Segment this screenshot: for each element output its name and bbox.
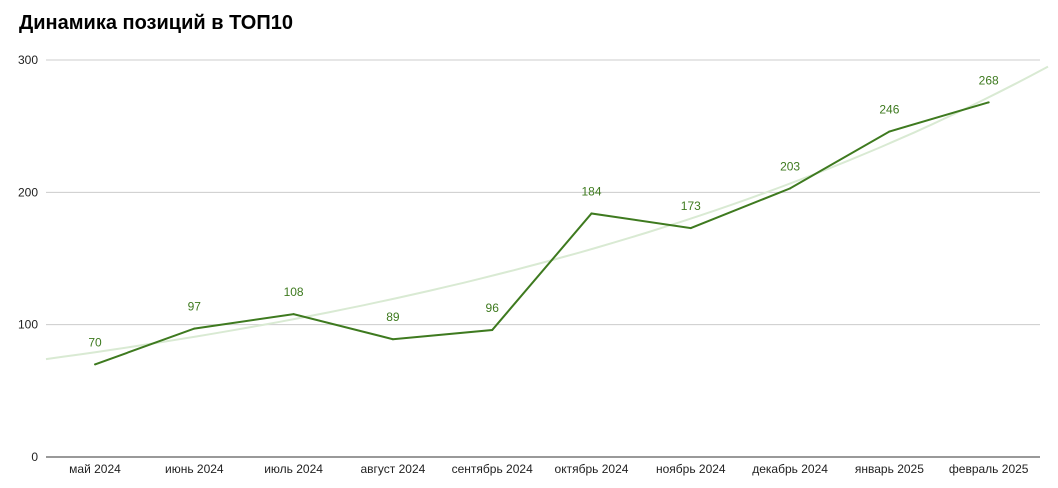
y-tick-label: 200 <box>18 185 38 199</box>
gridlines <box>46 59 1040 326</box>
data-point <box>391 338 394 341</box>
chart-title: Динамика позиций в ТОП10 <box>19 12 293 34</box>
data-label: 108 <box>284 285 304 299</box>
x-tick-label: октябрь 2024 <box>555 462 629 476</box>
data-point <box>292 313 295 316</box>
x-tick-label: сентябрь 2024 <box>452 462 533 476</box>
x-tick-label: май 2024 <box>69 462 121 476</box>
y-axis-ticks: 0 100 200 300 <box>18 53 38 464</box>
series-line <box>94 101 989 366</box>
data-label: 97 <box>188 300 202 314</box>
data-point <box>689 227 692 230</box>
x-tick-label: февраль 2025 <box>949 462 1029 476</box>
data-label: 203 <box>780 159 800 173</box>
data-label: 268 <box>979 73 999 87</box>
x-tick-label: январь 2025 <box>855 462 924 476</box>
y-tick-label: 100 <box>18 318 38 332</box>
x-tick-label: июнь 2024 <box>165 462 224 476</box>
data-label: 173 <box>681 199 701 213</box>
data-point <box>193 327 196 330</box>
y-tick-label: 0 <box>31 450 38 464</box>
data-point <box>491 328 494 331</box>
data-point <box>987 101 990 104</box>
data-label: 89 <box>386 310 400 324</box>
trendline <box>45 65 1049 361</box>
data-label: 246 <box>879 102 899 116</box>
data-point <box>789 187 792 190</box>
data-label: 70 <box>88 335 102 349</box>
data-label: 96 <box>486 301 500 315</box>
data-points <box>94 101 990 366</box>
data-point <box>94 363 96 366</box>
x-tick-label: август 2024 <box>360 462 425 476</box>
y-tick-label: 300 <box>18 53 38 67</box>
data-point <box>590 212 593 215</box>
x-axis-ticks: май 2024 июнь 2024 июль 2024 август 2024 сен… <box>69 462 1029 476</box>
x-tick-label: июль 2024 <box>264 462 323 476</box>
data-point <box>888 130 891 133</box>
x-tick-label: декабрь 2024 <box>752 462 828 476</box>
x-tick-label: ноябрь 2024 <box>656 462 726 476</box>
data-label: 184 <box>581 185 601 199</box>
data-labels: 70 97 108 89 96 184 173 203 246 268 <box>88 73 999 349</box>
